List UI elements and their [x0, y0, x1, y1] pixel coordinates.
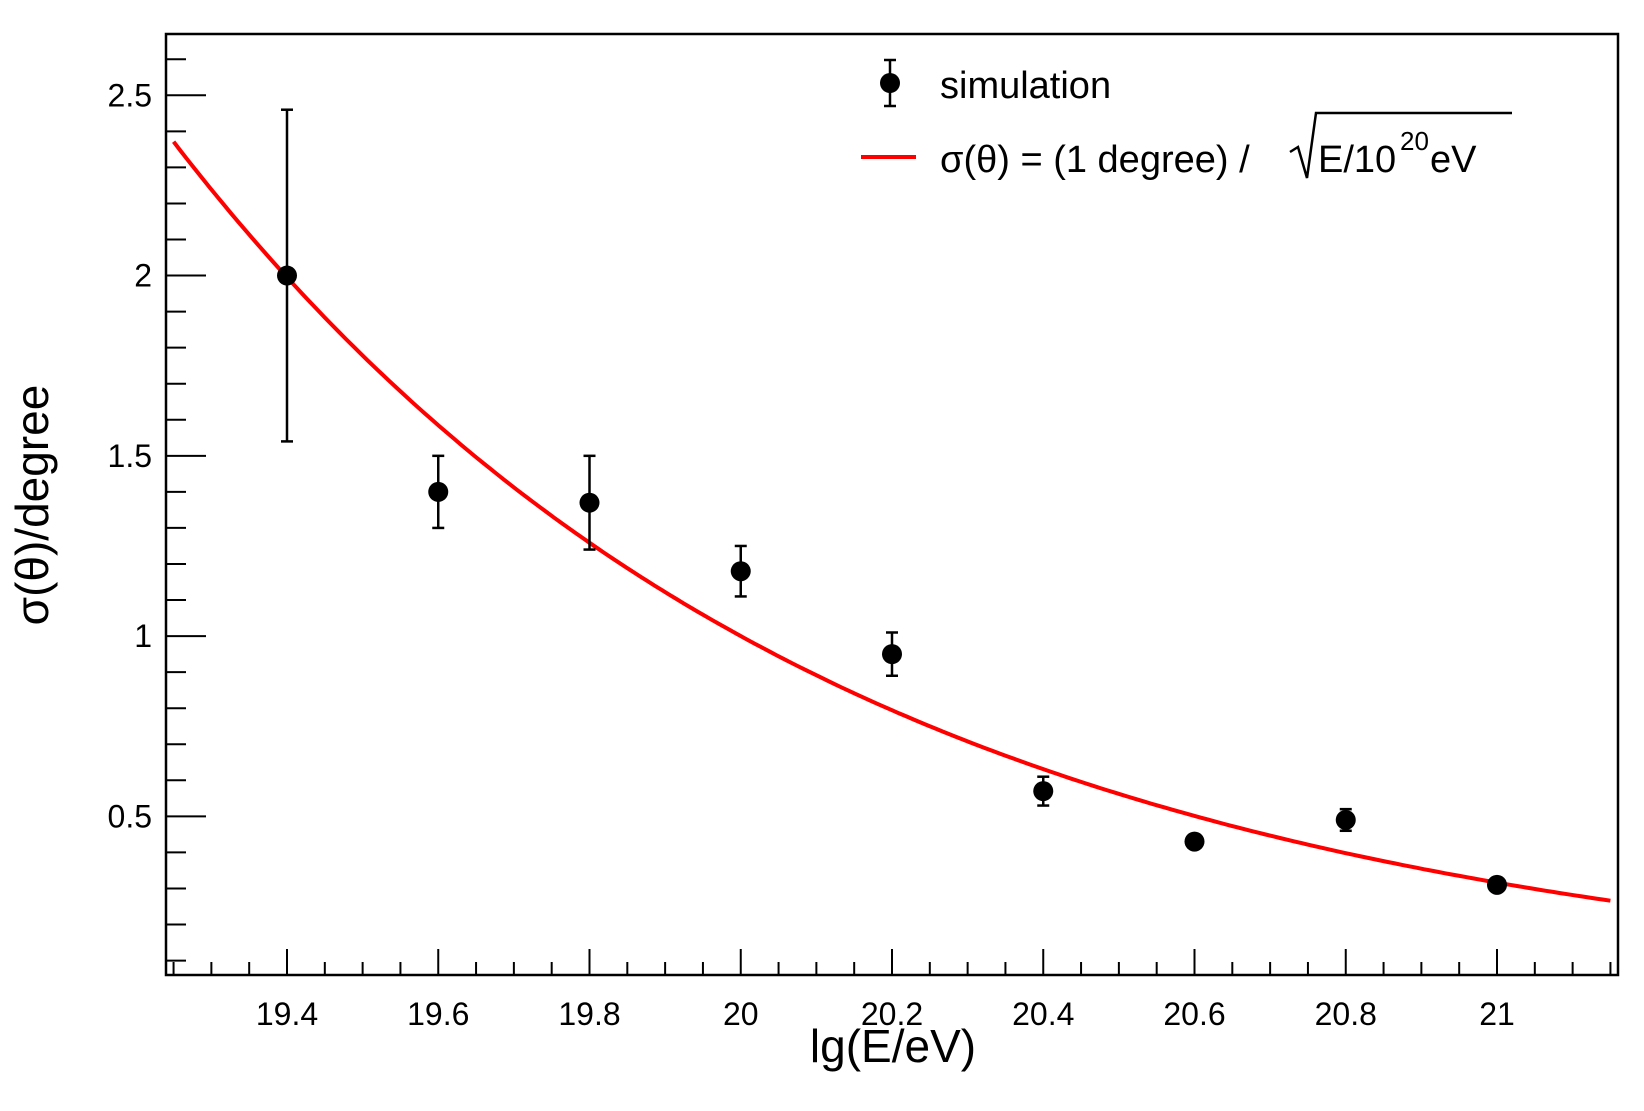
tick-marks	[166, 58, 1612, 975]
point-marker	[1335, 809, 1356, 830]
data-point	[1487, 874, 1507, 895]
legend-label-fit-radicand: E/10	[1318, 139, 1396, 181]
legend-label-fit-exponent: 20	[1400, 126, 1429, 156]
legend-label-fit: σ(θ) = (1 degree) /	[940, 139, 1250, 181]
data-point	[730, 544, 751, 598]
x-tick-label: 20.4	[1012, 996, 1074, 1032]
x-tick-label: 20.8	[1315, 996, 1377, 1032]
y-axis-title: σ(θ)/degree	[6, 385, 58, 626]
data-point	[882, 631, 902, 678]
legend-label-fit-unit: eV	[1430, 139, 1477, 181]
data-points-layer	[277, 108, 1507, 895]
point-marker	[1033, 781, 1054, 802]
plot-frame	[164, 32, 1620, 977]
sqrt-symbol	[1289, 111, 1512, 179]
point-marker	[1487, 874, 1507, 895]
y-tick-label: 2	[134, 258, 152, 294]
data-point	[428, 454, 449, 530]
x-axis-title: lg(E/eV)	[810, 1020, 976, 1072]
x-tick-label: 20.2	[861, 996, 923, 1032]
legend: simulation σ(θ) = (1 degree) / E/10 20 e…	[861, 58, 1512, 181]
axes	[164, 32, 1620, 977]
legend-entry-fit: σ(θ) = (1 degree) / E/10 20 eV	[861, 111, 1512, 181]
data-point	[579, 454, 600, 551]
y-tick-label: 0.5	[108, 798, 152, 834]
data-point	[1033, 775, 1054, 807]
point-marker	[1184, 831, 1205, 852]
point-marker	[277, 265, 297, 286]
y-tick-label: 1	[134, 618, 152, 654]
data-point	[1184, 831, 1205, 852]
x-tick-label: 20	[723, 996, 759, 1032]
tick-labels: 19.4 19.6 19.8 20 20.2 20.4 20.6 20.8 21 0.5 1 1.5 2…	[108, 77, 1515, 1032]
legend-marker-simulation	[880, 73, 900, 93]
legend-entry-simulation: simulation	[880, 58, 1111, 108]
x-tick-label: 21	[1479, 996, 1515, 1032]
point-marker	[730, 561, 751, 582]
point-marker	[428, 481, 449, 502]
point-marker	[579, 492, 600, 513]
legend-label-simulation: simulation	[940, 65, 1111, 107]
x-tick-label: 19.4	[256, 996, 318, 1032]
data-point	[1335, 807, 1356, 833]
x-tick-label: 20.6	[1163, 996, 1225, 1032]
point-marker	[882, 644, 902, 665]
data-point	[277, 108, 297, 443]
x-tick-label: 19.8	[558, 996, 620, 1032]
fit-curve-layer	[172, 140, 1611, 903]
y-tick-label: 2.5	[108, 77, 152, 113]
y-tick-label: 1.5	[108, 438, 152, 474]
x-tick-label: 19.6	[407, 996, 469, 1032]
fit-curve	[172, 140, 1611, 903]
